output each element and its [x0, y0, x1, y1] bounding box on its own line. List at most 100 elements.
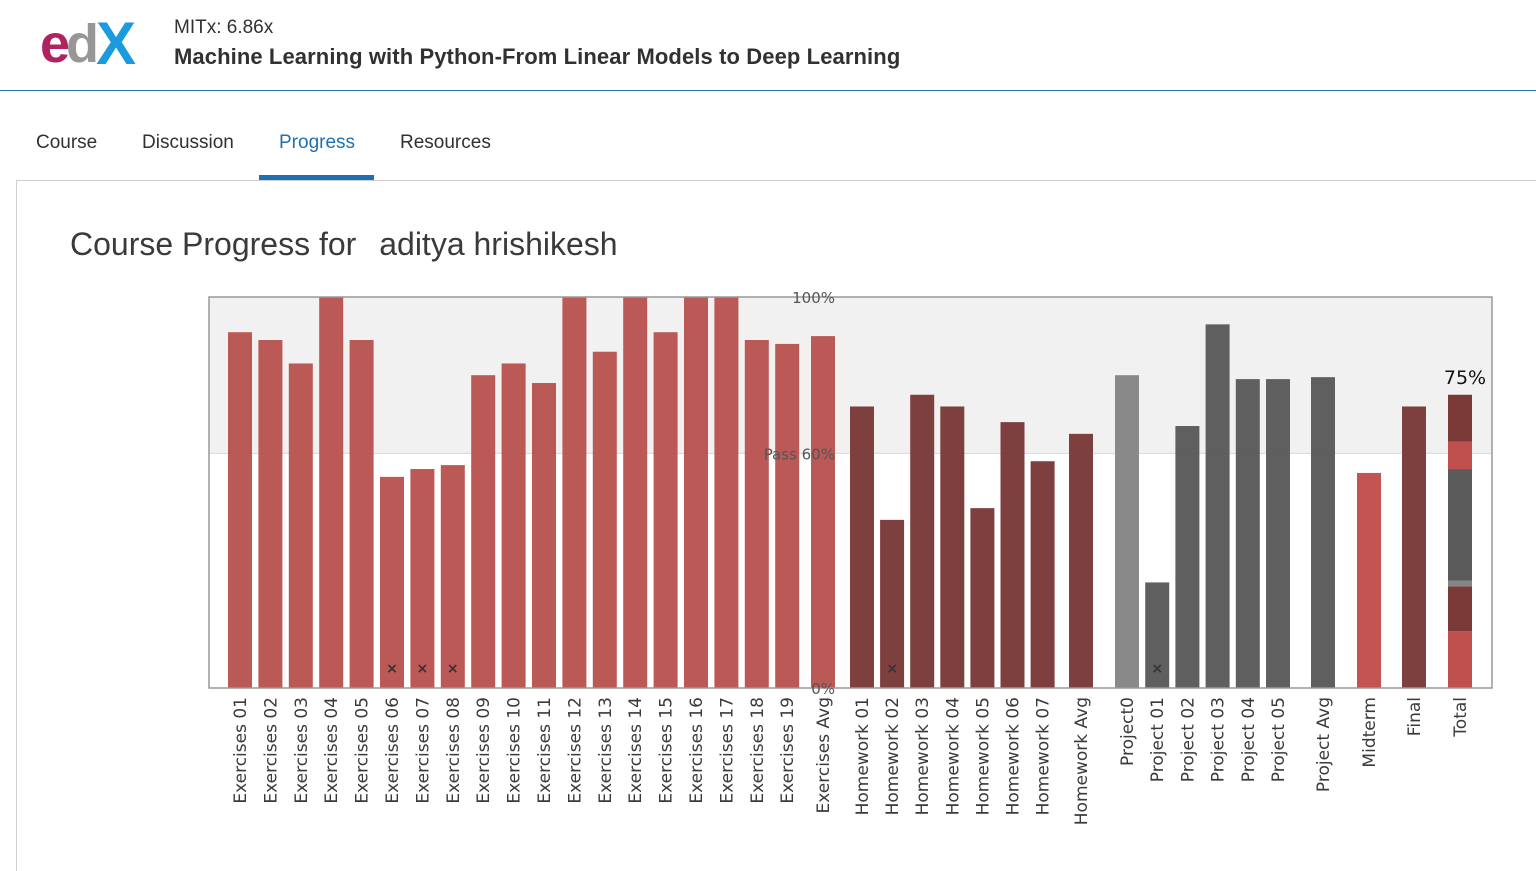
category-label: Exercises 10 — [505, 697, 525, 804]
bar-exercises-18 — [744, 340, 769, 688]
site-header: e d X MITx: 6.86x Machine Learning with … — [0, 0, 1536, 91]
tab-resources[interactable]: Resources — [400, 132, 491, 153]
bar-exercises-13 — [592, 351, 617, 688]
bar-project-01 — [1145, 582, 1170, 688]
category-label: Project 05 — [1269, 697, 1289, 782]
category-label: Project 01 — [1148, 697, 1168, 782]
category-label: Exercises Avg — [814, 697, 834, 814]
total-segment-5 — [1448, 441, 1472, 470]
bar-homework-01 — [850, 406, 874, 688]
svg-text:X: X — [96, 16, 136, 72]
bar-project0 — [1115, 375, 1139, 688]
page-title: Course Progress for aditya hrishikesh — [70, 226, 618, 263]
svg-text:e: e — [40, 16, 70, 72]
category-label: Project Avg — [1314, 697, 1334, 792]
bar-exercises-03 — [288, 363, 313, 688]
category-label: Exercises 13 — [596, 697, 616, 804]
category-label: Final — [1405, 697, 1425, 736]
y-tick-label: 100% — [792, 289, 835, 307]
bar-homework-07 — [1030, 461, 1055, 688]
total-percent-label: 75% — [1444, 367, 1486, 389]
category-label: Exercises 03 — [292, 697, 312, 804]
bar-final — [1402, 406, 1426, 688]
category-label: Homework 05 — [973, 697, 993, 815]
total-segment-2 — [1448, 586, 1472, 632]
category-label: Project 03 — [1209, 697, 1229, 782]
bar-exercises-11 — [532, 383, 556, 688]
bar-exercises-05 — [349, 340, 374, 688]
bar-project-05 — [1266, 379, 1290, 688]
category-label: Exercises 02 — [261, 697, 281, 804]
student-name: aditya hrishikesh — [379, 226, 618, 262]
bar-project-02 — [1175, 426, 1200, 688]
bar-homework-avg — [1069, 433, 1093, 688]
bar-exercises-12 — [562, 297, 587, 688]
bar-exercises-02 — [258, 340, 283, 688]
category-label: Exercises 11 — [535, 697, 555, 804]
category-label: Exercises 05 — [353, 697, 373, 804]
tab-course[interactable]: Course — [36, 132, 98, 153]
category-label: Total — [1451, 697, 1471, 738]
bar-exercises-01 — [228, 332, 252, 688]
bar-homework-06 — [1000, 422, 1025, 688]
category-label: Homework Avg — [1072, 697, 1092, 825]
active-tab-indicator — [259, 175, 374, 180]
bar-midterm — [1357, 472, 1381, 688]
category-label: Exercises 19 — [778, 697, 798, 804]
category-label: Exercises 06 — [383, 697, 403, 804]
category-label: Exercises 04 — [322, 697, 342, 804]
category-label: Exercises 07 — [413, 697, 433, 804]
tab-progress[interactable]: Progress — [279, 132, 356, 153]
bar-exercises-10 — [501, 363, 526, 688]
dropped-marker: × — [1151, 661, 1163, 677]
category-label: Midterm — [1360, 697, 1380, 768]
dropped-marker: × — [447, 661, 459, 677]
bar-project-avg — [1311, 377, 1335, 688]
bar-exercises-17 — [714, 297, 739, 688]
progress-panel — [16, 180, 1536, 871]
dropped-marker: × — [417, 661, 429, 677]
y-tick-label: Pass 60% — [764, 445, 835, 463]
total-segment-6 — [1448, 394, 1472, 442]
bar-exercises-avg — [811, 336, 835, 688]
bar-exercises-07 — [410, 469, 435, 688]
bar-exercises-06 — [380, 476, 404, 688]
category-label: Exercises 12 — [565, 697, 585, 804]
category-label: Homework 03 — [913, 697, 933, 815]
category-label: Homework 04 — [943, 697, 963, 815]
bar-exercises-15 — [653, 332, 678, 688]
dropped-marker: × — [386, 661, 398, 677]
category-label: Project0 — [1118, 697, 1138, 766]
category-label: Project 04 — [1239, 697, 1259, 782]
category-label: Homework 01 — [853, 697, 873, 815]
svg-text:d: d — [66, 16, 99, 72]
bar-homework-05 — [970, 508, 995, 688]
y-tick-label: 0% — [811, 680, 835, 698]
plot-border — [208, 296, 1493, 689]
category-label: Homework 06 — [1004, 697, 1024, 815]
total-segment-3 — [1448, 580, 1472, 587]
total-segment-4 — [1448, 469, 1472, 581]
category-label: Exercises 16 — [687, 697, 707, 804]
bar-exercises-04 — [319, 297, 344, 688]
bar-exercises-14 — [623, 297, 648, 688]
bar-project-04 — [1235, 379, 1260, 688]
category-label: Homework 02 — [883, 697, 903, 815]
bar-homework-02 — [880, 519, 905, 688]
category-label: Exercises 18 — [748, 697, 768, 804]
course-tabs: Course Discussion Progress Resources — [0, 90, 1536, 180]
category-label: Project 02 — [1178, 697, 1198, 782]
bar-exercises-16 — [684, 297, 708, 688]
total-segment-1 — [1448, 631, 1472, 688]
tab-discussion[interactable]: Discussion — [142, 132, 234, 153]
grade-chart: Exercises 01 Exercises 02 Exercises 03 Exer… — [208, 289, 1493, 825]
bar-homework-03 — [910, 394, 935, 688]
category-label: Exercises 09 — [474, 697, 494, 804]
bar-exercises-08 — [440, 465, 465, 688]
category-label: Exercises 01 — [231, 697, 251, 804]
course-code: MITx: 6.86x — [174, 17, 274, 38]
edx-logo[interactable]: e d X — [40, 16, 150, 72]
dropped-marker: × — [886, 661, 898, 677]
category-label: Exercises 17 — [717, 697, 737, 804]
bar-project-03 — [1205, 324, 1230, 688]
